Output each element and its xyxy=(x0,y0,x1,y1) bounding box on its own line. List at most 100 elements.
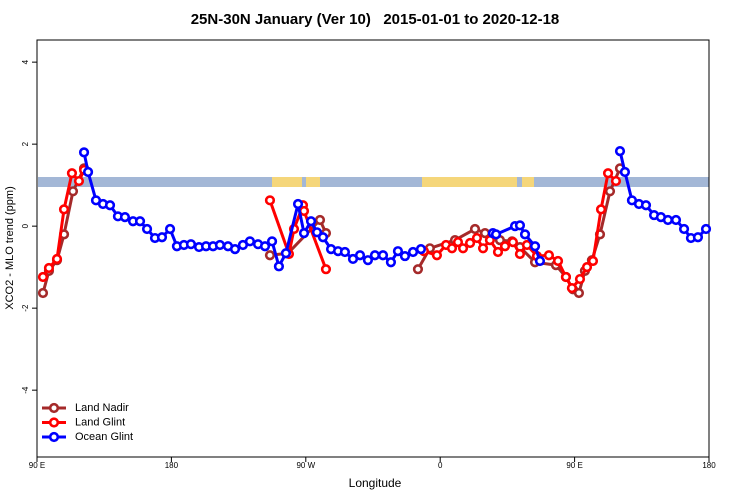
point xyxy=(412,264,424,275)
y-tick-label: -4 xyxy=(21,386,30,394)
point xyxy=(514,220,526,231)
chart-title: 25N-30N January (Ver 10) 2015-01-01 to 2… xyxy=(191,11,560,28)
point xyxy=(514,248,526,260)
point xyxy=(521,239,533,251)
legend-marker xyxy=(48,431,60,443)
point xyxy=(543,250,555,261)
point xyxy=(214,239,226,251)
point xyxy=(104,200,116,211)
point xyxy=(415,244,427,255)
y-tick-label: 4 xyxy=(21,59,30,64)
point xyxy=(67,186,79,197)
legend-label: Land Glint xyxy=(75,416,125,428)
point xyxy=(317,232,329,243)
point xyxy=(273,261,285,272)
point xyxy=(581,262,593,273)
point xyxy=(314,214,326,226)
x-tick-label: 90 E xyxy=(29,461,45,470)
point xyxy=(78,147,90,158)
point xyxy=(377,250,389,261)
x-tick-label: 180 xyxy=(165,461,179,470)
ocean-strip xyxy=(38,177,709,187)
legend-label: Land Nadir xyxy=(75,402,129,414)
point xyxy=(469,223,481,235)
point xyxy=(264,195,276,206)
point xyxy=(244,236,256,247)
point xyxy=(292,198,304,210)
legend-marker xyxy=(48,417,60,428)
point xyxy=(431,250,443,261)
point xyxy=(471,232,483,244)
point xyxy=(407,246,419,258)
point xyxy=(82,166,94,178)
point xyxy=(134,216,146,227)
point xyxy=(266,236,278,247)
land-strip xyxy=(522,177,534,187)
plot-frame xyxy=(36,39,710,458)
point xyxy=(305,216,317,227)
point xyxy=(678,223,690,235)
x-axis-label: Longitude xyxy=(349,476,402,490)
point xyxy=(354,250,366,261)
y-tick-label: -2 xyxy=(21,304,30,312)
point xyxy=(229,244,241,255)
x-tick-label: 0 xyxy=(438,461,443,470)
land-mask xyxy=(38,177,709,187)
x-tick-label: 90 E xyxy=(566,461,582,470)
point xyxy=(573,287,585,299)
point xyxy=(490,229,502,240)
point xyxy=(43,262,55,274)
point xyxy=(156,232,168,243)
point xyxy=(534,255,546,267)
point xyxy=(51,253,63,265)
point xyxy=(446,243,458,254)
series-line xyxy=(41,167,622,295)
point xyxy=(492,246,504,258)
x-tick-label: 180 xyxy=(702,461,716,470)
point xyxy=(392,246,404,257)
legend-marker xyxy=(48,402,60,414)
point xyxy=(362,255,374,266)
point xyxy=(37,287,49,299)
y-axis-label: XCO2 - MLO trend (ppm) xyxy=(4,186,16,309)
point xyxy=(587,255,599,267)
point xyxy=(602,168,614,179)
point xyxy=(477,243,489,254)
land-strip xyxy=(422,177,517,187)
point xyxy=(119,212,131,223)
point xyxy=(339,246,351,258)
point xyxy=(529,241,541,252)
point xyxy=(259,241,271,252)
point xyxy=(264,250,276,261)
point xyxy=(670,214,682,226)
point xyxy=(369,250,381,261)
point xyxy=(662,214,674,226)
land-strip xyxy=(306,177,320,187)
point xyxy=(619,166,631,178)
point xyxy=(164,223,176,235)
point xyxy=(66,168,78,179)
point xyxy=(700,223,712,235)
point xyxy=(692,232,704,243)
legend-label: Ocean Glint xyxy=(75,431,133,443)
y-tick-label: 0 xyxy=(21,223,30,228)
point xyxy=(37,271,49,283)
point xyxy=(385,257,397,268)
point xyxy=(519,229,531,240)
point xyxy=(298,228,310,239)
point xyxy=(452,237,464,248)
point xyxy=(464,237,476,249)
x-tick-label: 90 W xyxy=(296,461,315,470)
point xyxy=(604,186,616,197)
point xyxy=(185,239,197,250)
point xyxy=(399,250,411,262)
point xyxy=(457,243,469,254)
point xyxy=(614,146,626,157)
point xyxy=(499,241,511,252)
point xyxy=(73,175,85,187)
point xyxy=(560,271,572,283)
point xyxy=(58,204,70,215)
point xyxy=(320,264,332,275)
point xyxy=(141,223,153,235)
